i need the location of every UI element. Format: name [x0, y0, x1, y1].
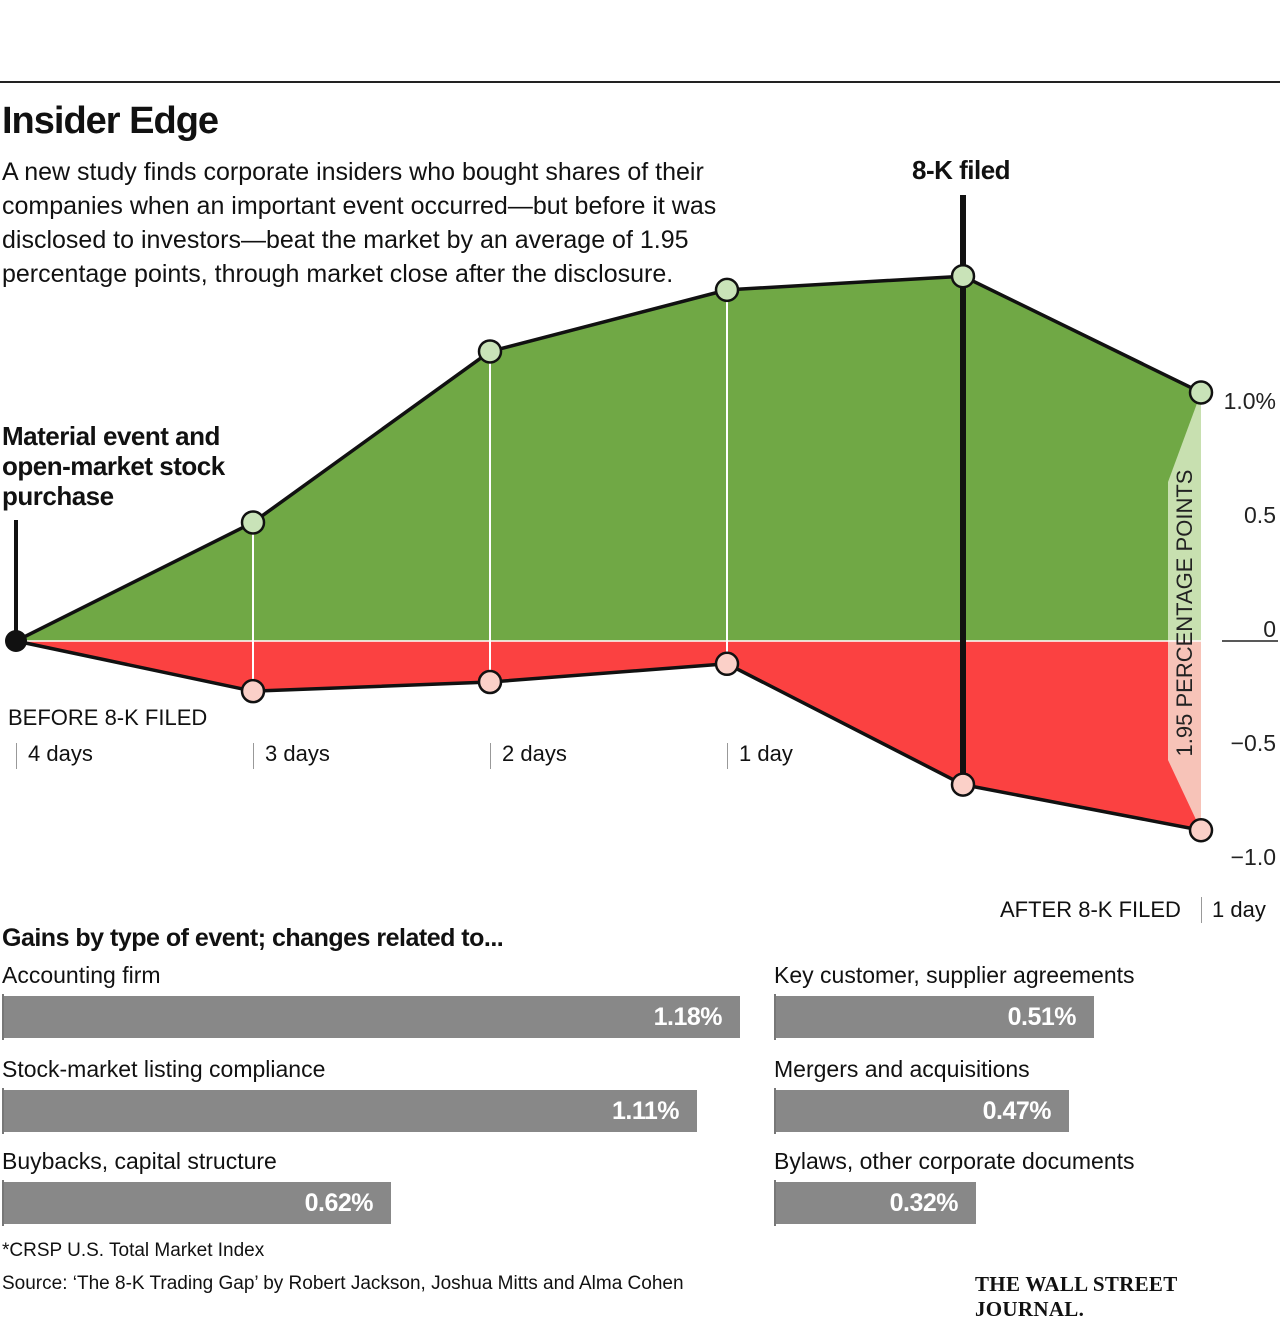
x-tick-label: 2 days	[502, 741, 567, 766]
loss-area	[16, 641, 1201, 831]
publisher-credit: THE WALL STREET JOURNAL.	[975, 1272, 1178, 1321]
after-day-label: 1 day	[1212, 897, 1266, 922]
y-tick-label: −0.5	[1231, 730, 1276, 756]
loss-point	[714, 651, 740, 677]
area-chart: 1.0% 0.5 0 −0.5 −1.0 1.95 PERCENTAGE POINTS	[5, 195, 1278, 870]
before-label: BEFORE 8-K FILED	[8, 705, 208, 730]
footnote: *CRSP U.S. Total Market Index	[2, 1240, 265, 1261]
x-tick-label: 4 days	[28, 741, 93, 766]
loss-line	[15, 639, 1202, 832]
bar-baseline	[2, 1088, 4, 1134]
x-tick-label: 1 day	[739, 741, 793, 766]
gain-point	[1188, 380, 1214, 405]
gain-area	[16, 276, 1201, 641]
bar: 0.47%	[776, 1090, 1069, 1132]
x-tick	[16, 743, 17, 769]
bar-category-label: Buybacks, capital structure	[2, 1148, 277, 1174]
spread-loss-band	[1168, 641, 1201, 831]
spread-label: 1.95 PERCENTAGE POINTS	[1172, 470, 1197, 757]
bar-category-label: Accounting firm	[2, 962, 161, 988]
bar-chart-title: Gains by type of event; changes related …	[2, 924, 504, 952]
bar-category-label: Stock-market listing compliance	[2, 1056, 326, 1082]
bar: 0.32%	[776, 1182, 976, 1224]
gain-point	[477, 339, 503, 364]
x-tick-label: 3 days	[265, 741, 330, 766]
bar-category-label: Bylaws, other corporate documents	[774, 1148, 1135, 1174]
bar-baseline	[2, 1180, 4, 1226]
bar: 0.51%	[776, 996, 1094, 1038]
x-tick	[253, 743, 254, 769]
loss-point	[477, 669, 503, 695]
bar: 0.62%	[4, 1182, 391, 1224]
after-label: AFTER 8-K FILED	[1000, 897, 1181, 922]
loss-point	[950, 772, 976, 797]
loss-point	[240, 678, 266, 704]
loss-point	[1188, 817, 1214, 843]
event-label: Material event and open-market stock pur…	[2, 421, 225, 511]
y-tick-label: 0.5	[1244, 502, 1276, 528]
spread-gain-band	[1168, 392, 1201, 641]
bar-category-label: Mergers and acquisitions	[774, 1056, 1030, 1082]
gain-point	[714, 277, 740, 303]
bar: 1.11%	[4, 1090, 697, 1132]
top-rule	[0, 81, 1280, 83]
after-tick	[1201, 897, 1202, 923]
y-tick-label: 0	[1263, 616, 1276, 642]
source-note: Source: ‘The 8-K Trading Gap’ by Robert …	[2, 1273, 684, 1294]
bar-category-label: Key customer, supplier agreements	[774, 962, 1135, 988]
origin-point	[5, 630, 27, 652]
chart-title: Insider Edge	[2, 100, 219, 142]
x-tick	[727, 743, 728, 769]
y-tick-label: 1.0%	[1224, 388, 1276, 414]
filed-label: 8-K filed	[912, 155, 1011, 185]
bar: 1.18%	[4, 996, 740, 1038]
bar-baseline	[774, 1088, 776, 1134]
intro-text: A new study finds corporate insiders who…	[2, 158, 717, 288]
gain-point	[240, 510, 266, 535]
bar-baseline	[2, 994, 4, 1040]
x-tick	[490, 743, 491, 769]
bar-baseline	[774, 1180, 776, 1226]
gain-point	[950, 263, 976, 289]
gain-line	[15, 274, 1202, 643]
bar-baseline	[774, 994, 776, 1040]
y-tick-label: −1.0	[1231, 844, 1276, 870]
